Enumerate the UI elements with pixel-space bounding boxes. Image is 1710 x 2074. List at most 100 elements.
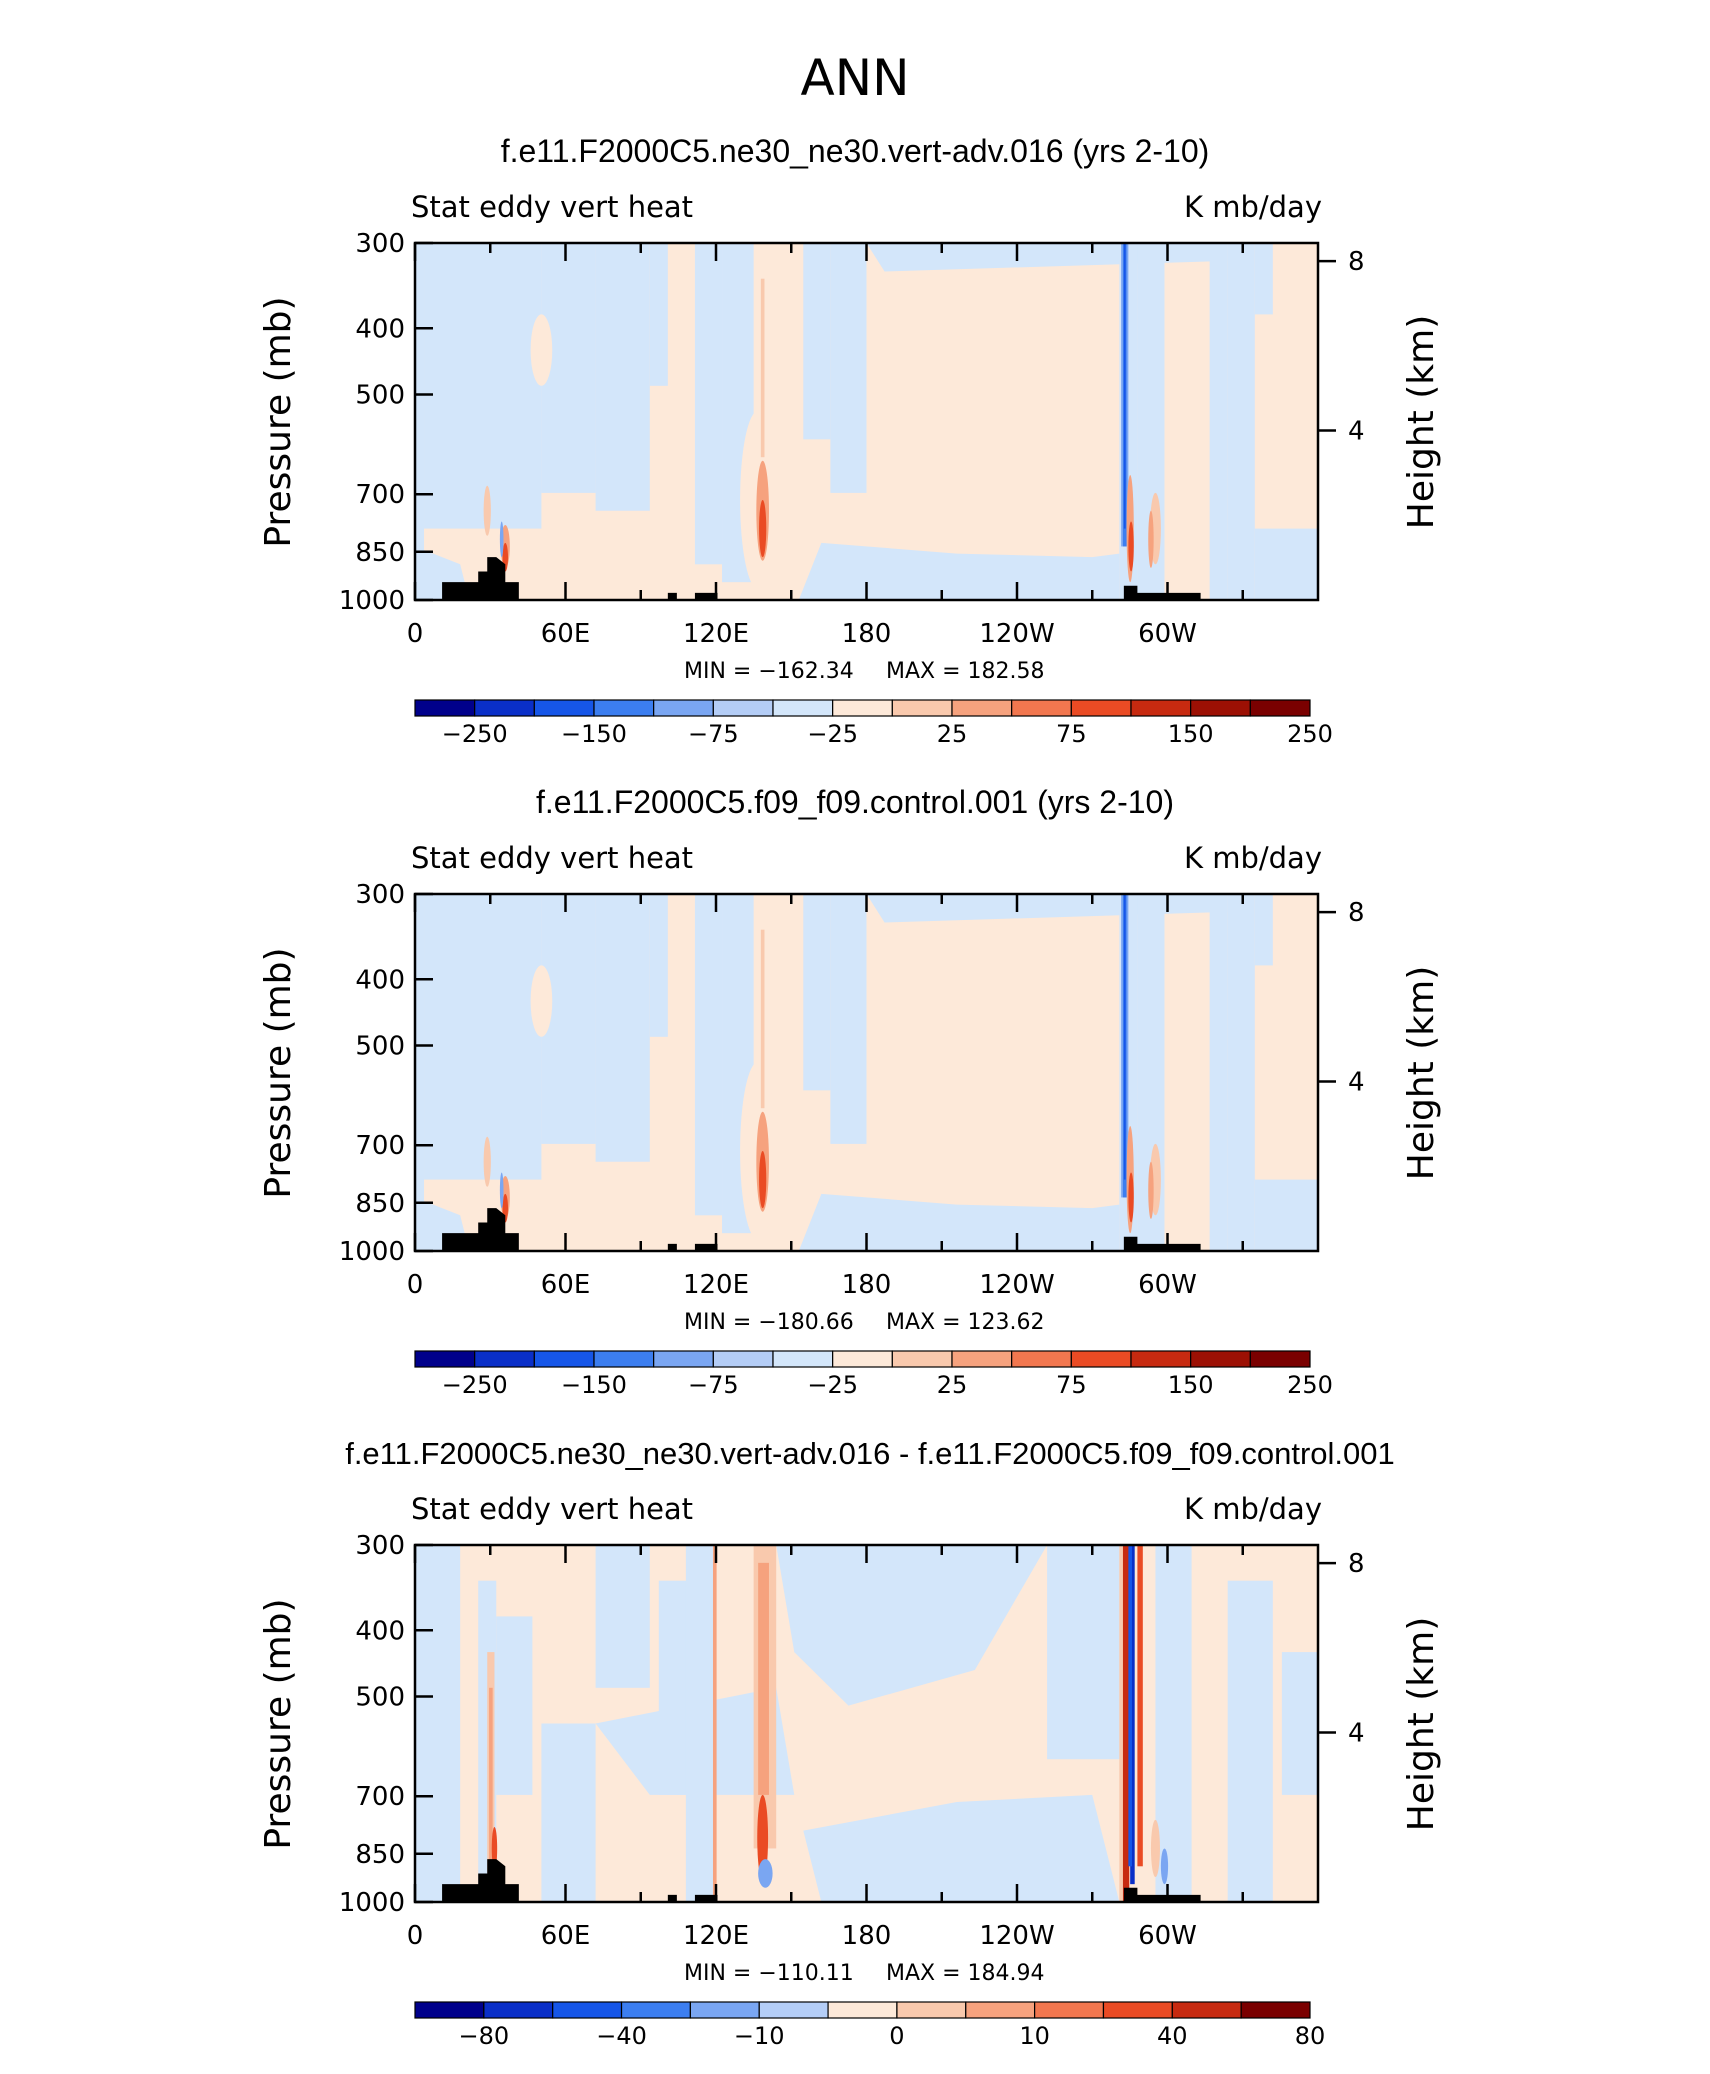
colorbar-swatch <box>896 2001 967 2019</box>
contour-band <box>595 243 650 511</box>
colorbar-swatch <box>1249 699 1311 717</box>
contour-band <box>758 1562 769 1795</box>
contour-cell <box>499 521 504 558</box>
colorbar-swatch <box>414 699 476 717</box>
colorbar-label: −150 <box>561 720 627 748</box>
contour-band <box>595 894 650 1162</box>
contour-band <box>415 1545 461 1902</box>
min-label: MIN = −180.66 <box>684 1310 854 1335</box>
colorbar-label: 40 <box>1157 2022 1188 2050</box>
colorbar-swatch <box>1034 2001 1105 2019</box>
contour-region <box>798 542 1120 600</box>
contour-region <box>798 1193 1120 1251</box>
contour-cell <box>530 314 553 386</box>
contour-cell <box>759 500 767 558</box>
contour-band <box>685 1545 713 1902</box>
right-label: K mb/day <box>1184 841 1322 875</box>
colorbar-swatch <box>712 1350 774 1368</box>
contour-band <box>1122 1545 1130 1902</box>
contour-band <box>1128 1545 1132 1867</box>
y-axis-label-right: Height (km) <box>1401 315 1442 529</box>
y-tick-label-right: 8 <box>1348 247 1365 277</box>
contour-cell <box>1148 510 1154 568</box>
contour-cell <box>1128 521 1134 572</box>
colorbar-label: 75 <box>1056 720 1087 748</box>
colorbar-swatch <box>593 1350 655 1368</box>
contour-band <box>1130 1545 1135 1885</box>
colorbar-label: 80 <box>1295 2022 1326 2050</box>
min-label: MIN = −162.34 <box>684 659 854 684</box>
colorbar-label: −10 <box>734 2022 785 2050</box>
y-axis-label: Pressure (mb) <box>258 296 299 547</box>
colorbar-swatch <box>1190 1350 1251 1368</box>
contour-cell <box>1148 1161 1154 1219</box>
contour-band <box>1254 243 1273 315</box>
contour-cell <box>1160 1848 1169 1885</box>
colorbar-label: 250 <box>1287 1371 1333 1399</box>
x-tick-label: 60E <box>541 1921 591 1951</box>
panel-1: f.e11.F2000C5.ne30_ne30.vert-adv.016 (yr… <box>258 133 1442 748</box>
colorbar-swatch <box>1070 1350 1132 1368</box>
contour-band <box>1227 243 1255 600</box>
figure-title: ANN <box>800 49 909 107</box>
panel-title: f.e11.F2000C5.ne30_ne30.vert-adv.016 - f… <box>345 1436 1395 1471</box>
panel-3: f.e11.F2000C5.ne30_ne30.vert-adv.016 - f… <box>258 1436 1442 2050</box>
y-axis-label: Pressure (mb) <box>258 947 299 1198</box>
y-axis-label: Pressure (mb) <box>258 1598 299 1849</box>
y-tick-label: 1000 <box>339 586 405 616</box>
colorbar-label: −250 <box>442 1371 508 1399</box>
y-tick-label: 400 <box>355 314 405 344</box>
topography <box>694 1894 718 1902</box>
colorbar-swatch <box>593 699 655 717</box>
x-tick-label: 120E <box>683 619 749 649</box>
colorbar-swatch <box>533 699 595 717</box>
contour-band <box>1227 894 1255 1251</box>
y-tick-label: 1000 <box>339 1888 405 1918</box>
y-tick-label: 400 <box>355 965 405 995</box>
colorbar-swatch <box>653 1350 714 1368</box>
y-tick-label: 400 <box>355 1616 405 1646</box>
colorbar-swatch <box>827 2001 898 2019</box>
colorbar-label: 75 <box>1056 1371 1087 1399</box>
y-tick-label: 700 <box>355 1131 405 1161</box>
y-tick-label: 300 <box>355 229 405 259</box>
y-tick-label: 500 <box>355 1031 405 1061</box>
topography <box>667 1243 677 1251</box>
x-tick-label: 120W <box>979 619 1054 649</box>
left-label: Stat eddy vert heat <box>411 1492 693 1526</box>
colorbar-swatch <box>891 1350 953 1368</box>
colorbar-label: −25 <box>807 720 858 748</box>
topography <box>1123 1887 1201 1902</box>
x-tick-label: 60E <box>541 1270 591 1300</box>
contour-cell <box>1150 1819 1160 1878</box>
x-tick-label: 180 <box>842 619 892 649</box>
contour-field <box>415 894 1318 1251</box>
right-label: K mb/day <box>1184 190 1322 224</box>
colorbar-swatch <box>474 699 535 717</box>
x-tick-label: 60W <box>1138 1921 1197 1951</box>
x-tick-label: 120W <box>979 1921 1054 1951</box>
colorbar-swatch <box>620 2001 691 2019</box>
contour-cell <box>499 1172 504 1209</box>
y-tick-label-right: 8 <box>1348 1549 1365 1579</box>
contour-band <box>1047 1545 1120 1760</box>
x-tick-label: 60W <box>1138 1270 1197 1300</box>
colorbar-label: −40 <box>596 2022 647 2050</box>
colorbar-label: −75 <box>688 720 739 748</box>
contour-band <box>803 243 831 440</box>
contour-band <box>1254 894 1273 966</box>
contour-band <box>1123 243 1126 529</box>
y-tick-label: 300 <box>355 1531 405 1561</box>
colorbar-label: 0 <box>889 2022 904 2050</box>
max-label: MAX = 123.62 <box>886 1310 1045 1335</box>
y-tick-label: 500 <box>355 1682 405 1712</box>
contour-band <box>830 894 867 1144</box>
contour-region <box>776 1545 1048 1706</box>
y-tick-label: 300 <box>355 880 405 910</box>
contour-band <box>1209 243 1228 600</box>
contour-band <box>1227 1580 1273 1902</box>
right-label: K mb/day <box>1184 1492 1322 1526</box>
colorbar-swatch <box>414 2001 485 2019</box>
colorbar-swatch <box>832 1350 893 1368</box>
colorbar-swatch <box>758 2001 829 2019</box>
